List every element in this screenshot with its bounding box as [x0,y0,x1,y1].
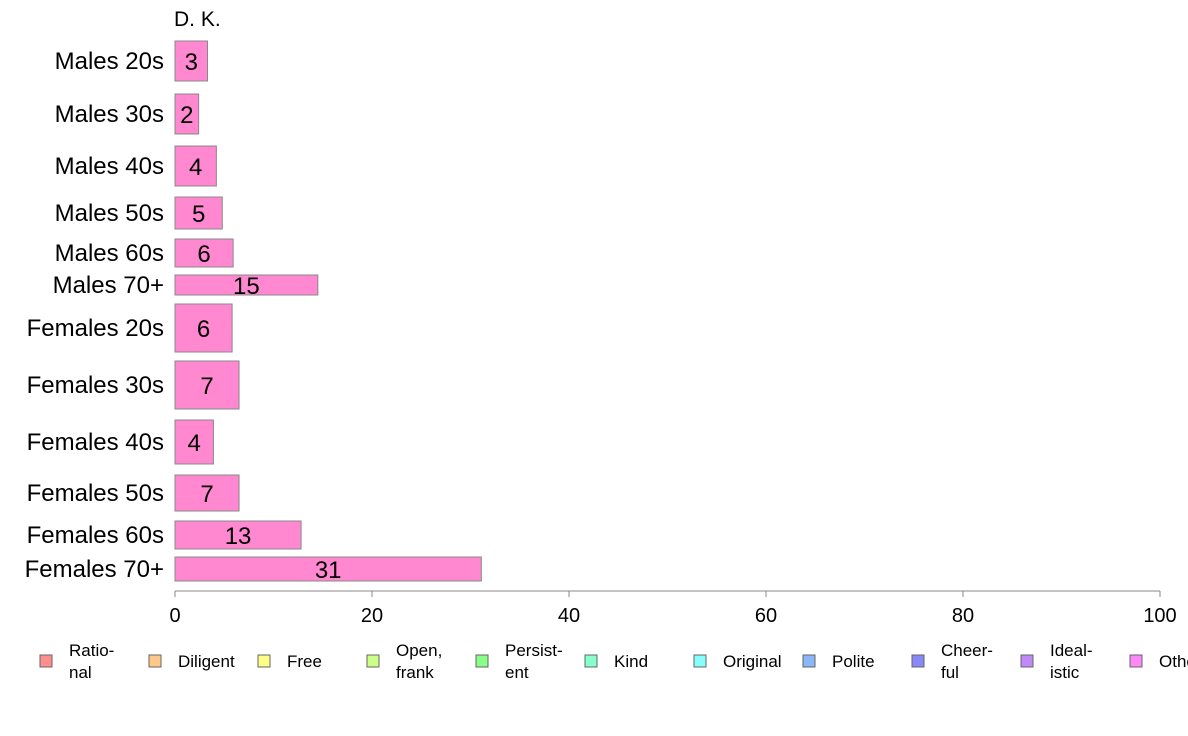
x-axis: 0 20 40 60 80 100 [169,590,1177,627]
category-label: Males 60s [55,240,164,267]
bar [174,274,319,296]
bar [174,520,302,550]
bar-value-label: 6 [197,316,210,343]
bar [174,556,482,582]
category-label: Males 20s [55,48,164,75]
bar-value-label: 7 [200,373,213,400]
chart-title: D. K. [174,8,221,31]
legend-swatch [802,654,816,668]
bar-value-label: 3 [185,49,198,76]
legend-swatch [148,654,162,668]
legend-swatch [1020,654,1034,668]
legend-swatch [584,654,598,668]
x-tick-label: 40 [558,605,580,627]
bar [174,303,233,353]
x-tick-label: 80 [952,605,974,627]
legend-label: Free [287,652,322,671]
bar [174,419,214,465]
bar [174,40,209,82]
bar [174,474,240,512]
category-label: Females 60s [27,522,164,549]
bar [174,145,217,187]
legend-label: Cheer-ful [941,641,993,682]
category-label: Males 30s [55,101,164,128]
legend-label: Polite [832,652,875,671]
bar-value-label: 7 [200,481,213,508]
x-tick-label: 0 [169,605,180,627]
bar-value-label: 13 [225,523,252,550]
bar-value-label: 31 [315,557,342,584]
x-tick-label: 60 [755,605,777,627]
bar-value-label: 15 [233,273,260,300]
legend-label: Original [723,652,782,671]
bar-value-label: 6 [197,241,210,268]
legend-swatch [39,654,53,668]
legend-label: Kind [614,652,648,671]
bar-value-label: 2 [180,102,193,129]
legend-swatch [693,654,707,668]
x-tick-label: 100 [1143,605,1176,627]
legend-swatch [475,654,489,668]
legend: Ratio-nal Diligent Free Open, frank Persist-e… [39,641,1188,682]
bar [174,360,240,410]
bar-value-label: 5 [192,201,205,228]
legend-label: Open, frank [396,641,442,682]
bar [174,93,200,135]
legend-swatch [1129,654,1143,668]
legend-label: Other [1159,652,1188,671]
x-tick-label: 20 [361,605,383,627]
legend-swatch [257,654,271,668]
category-label: Males 50s [55,200,164,227]
bar-value-label: 4 [188,430,201,457]
category-label: Males 40s [55,153,164,180]
legend-swatch [911,654,925,668]
category-label: Females 70+ [25,556,164,583]
legend-label: Ideal-istic [1050,641,1093,682]
category-label: Females 50s [27,480,164,507]
legend-label: Ratio-nal [69,641,114,682]
bars-group: Males 20s 3 Males 30s 2 Males 40s 4 Males 50s 5… [25,40,482,584]
bar-value-label: 4 [189,154,202,181]
legend-label: Diligent [178,652,235,671]
category-label: Females 30s [27,372,164,399]
bar [174,196,223,230]
category-label: Females 20s [27,315,164,342]
legend-swatch [366,654,380,668]
bar [174,238,234,268]
legend-label: Persist-ent [505,641,563,682]
category-label: Females 40s [27,429,164,456]
category-label: Males 70+ [53,272,164,299]
